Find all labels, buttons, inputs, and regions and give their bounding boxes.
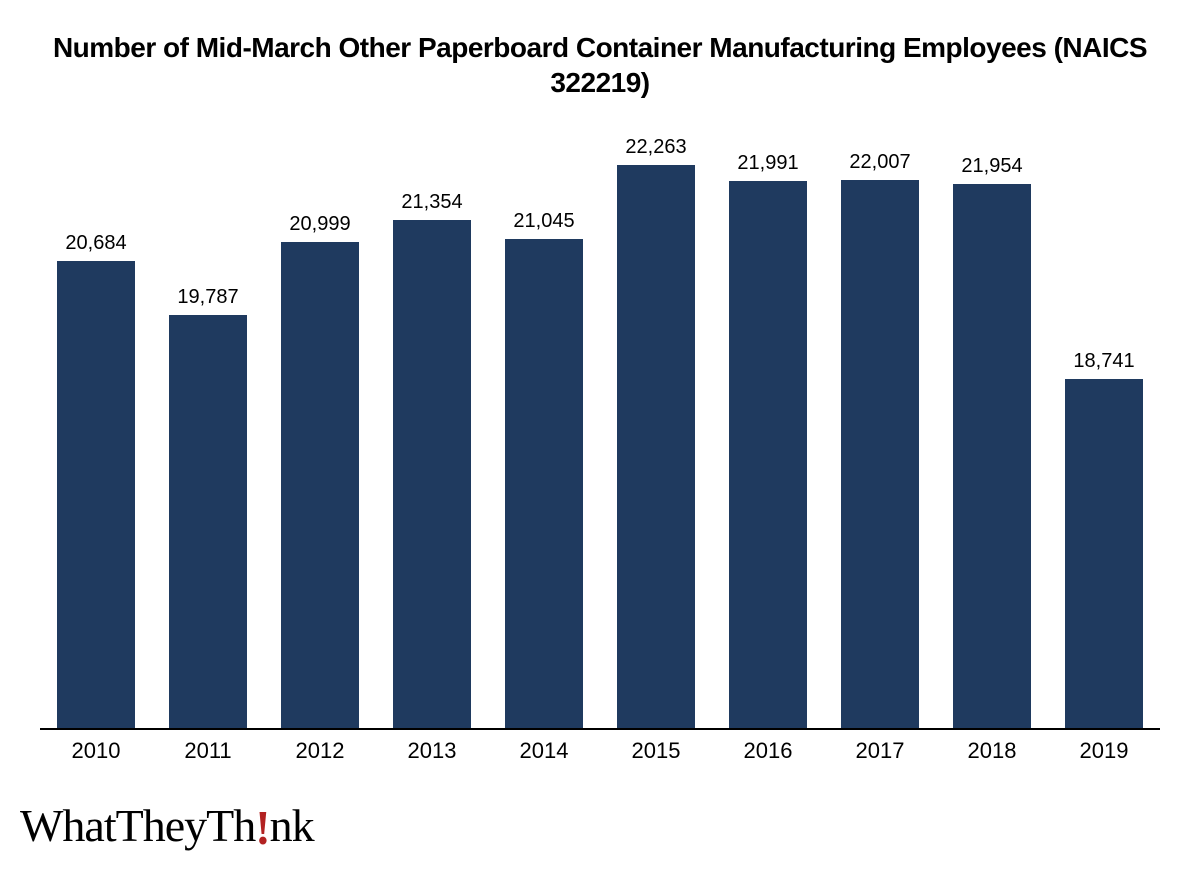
bar: [57, 261, 135, 728]
bars-region: 20,684 19,787 20,999 21,354 21,045 22,263 21,9…: [40, 120, 1160, 730]
bar: [505, 239, 583, 728]
x-axis-label: 2018: [936, 730, 1048, 770]
bar: [169, 315, 247, 728]
bar: [393, 220, 471, 728]
bar-value-label: 21,354: [401, 191, 462, 214]
bar-value-label: 20,684: [65, 232, 126, 255]
x-axis-label: 2014: [488, 730, 600, 770]
chart-container: Number of Mid-March Other Paperboard Con…: [0, 0, 1200, 870]
bar-slot: 19,787: [152, 120, 264, 728]
bar-slot: 20,999: [264, 120, 376, 728]
x-axis-label: 2017: [824, 730, 936, 770]
bar-slot: 21,354: [376, 120, 488, 728]
x-axis-label: 2011: [152, 730, 264, 770]
bar: [281, 242, 359, 728]
bar-value-label: 18,741: [1073, 350, 1134, 373]
bar-slot: 22,263: [600, 120, 712, 728]
bar-slot: 22,007: [824, 120, 936, 728]
bar-value-label: 21,045: [513, 210, 574, 233]
bar-value-label: 20,999: [289, 213, 350, 236]
bar-value-label: 22,263: [625, 136, 686, 159]
logo-exclamation-icon: !: [255, 800, 269, 856]
bar-value-label: 22,007: [849, 151, 910, 174]
x-axis-labels: 2010201120122013201420152016201720182019: [40, 730, 1160, 770]
plot-area: 20,684 19,787 20,999 21,354 21,045 22,263 21,9…: [40, 120, 1160, 770]
bar: [841, 180, 919, 728]
bar: [1065, 379, 1143, 728]
bar: [729, 181, 807, 728]
chart-title: Number of Mid-March Other Paperboard Con…: [40, 30, 1160, 100]
bar: [617, 165, 695, 728]
x-axis-label: 2019: [1048, 730, 1160, 770]
bar-slot: 21,991: [712, 120, 824, 728]
logo-text-before: WhatTheyTh: [20, 800, 255, 851]
bar-slot: 21,954: [936, 120, 1048, 728]
x-axis-label: 2015: [600, 730, 712, 770]
bar-value-label: 21,954: [961, 155, 1022, 178]
bar-value-label: 21,991: [737, 152, 798, 175]
x-axis-label: 2010: [40, 730, 152, 770]
bar-value-label: 19,787: [177, 286, 238, 309]
bar-slot: 20,684: [40, 120, 152, 728]
logo-text-after: nk: [270, 800, 314, 851]
x-axis-label: 2013: [376, 730, 488, 770]
x-axis-label: 2016: [712, 730, 824, 770]
bar-slot: 21,045: [488, 120, 600, 728]
bar-slot: 18,741: [1048, 120, 1160, 728]
bar: [953, 184, 1031, 728]
x-axis-label: 2012: [264, 730, 376, 770]
brand-logo: WhatTheyTh!nk: [20, 799, 314, 852]
